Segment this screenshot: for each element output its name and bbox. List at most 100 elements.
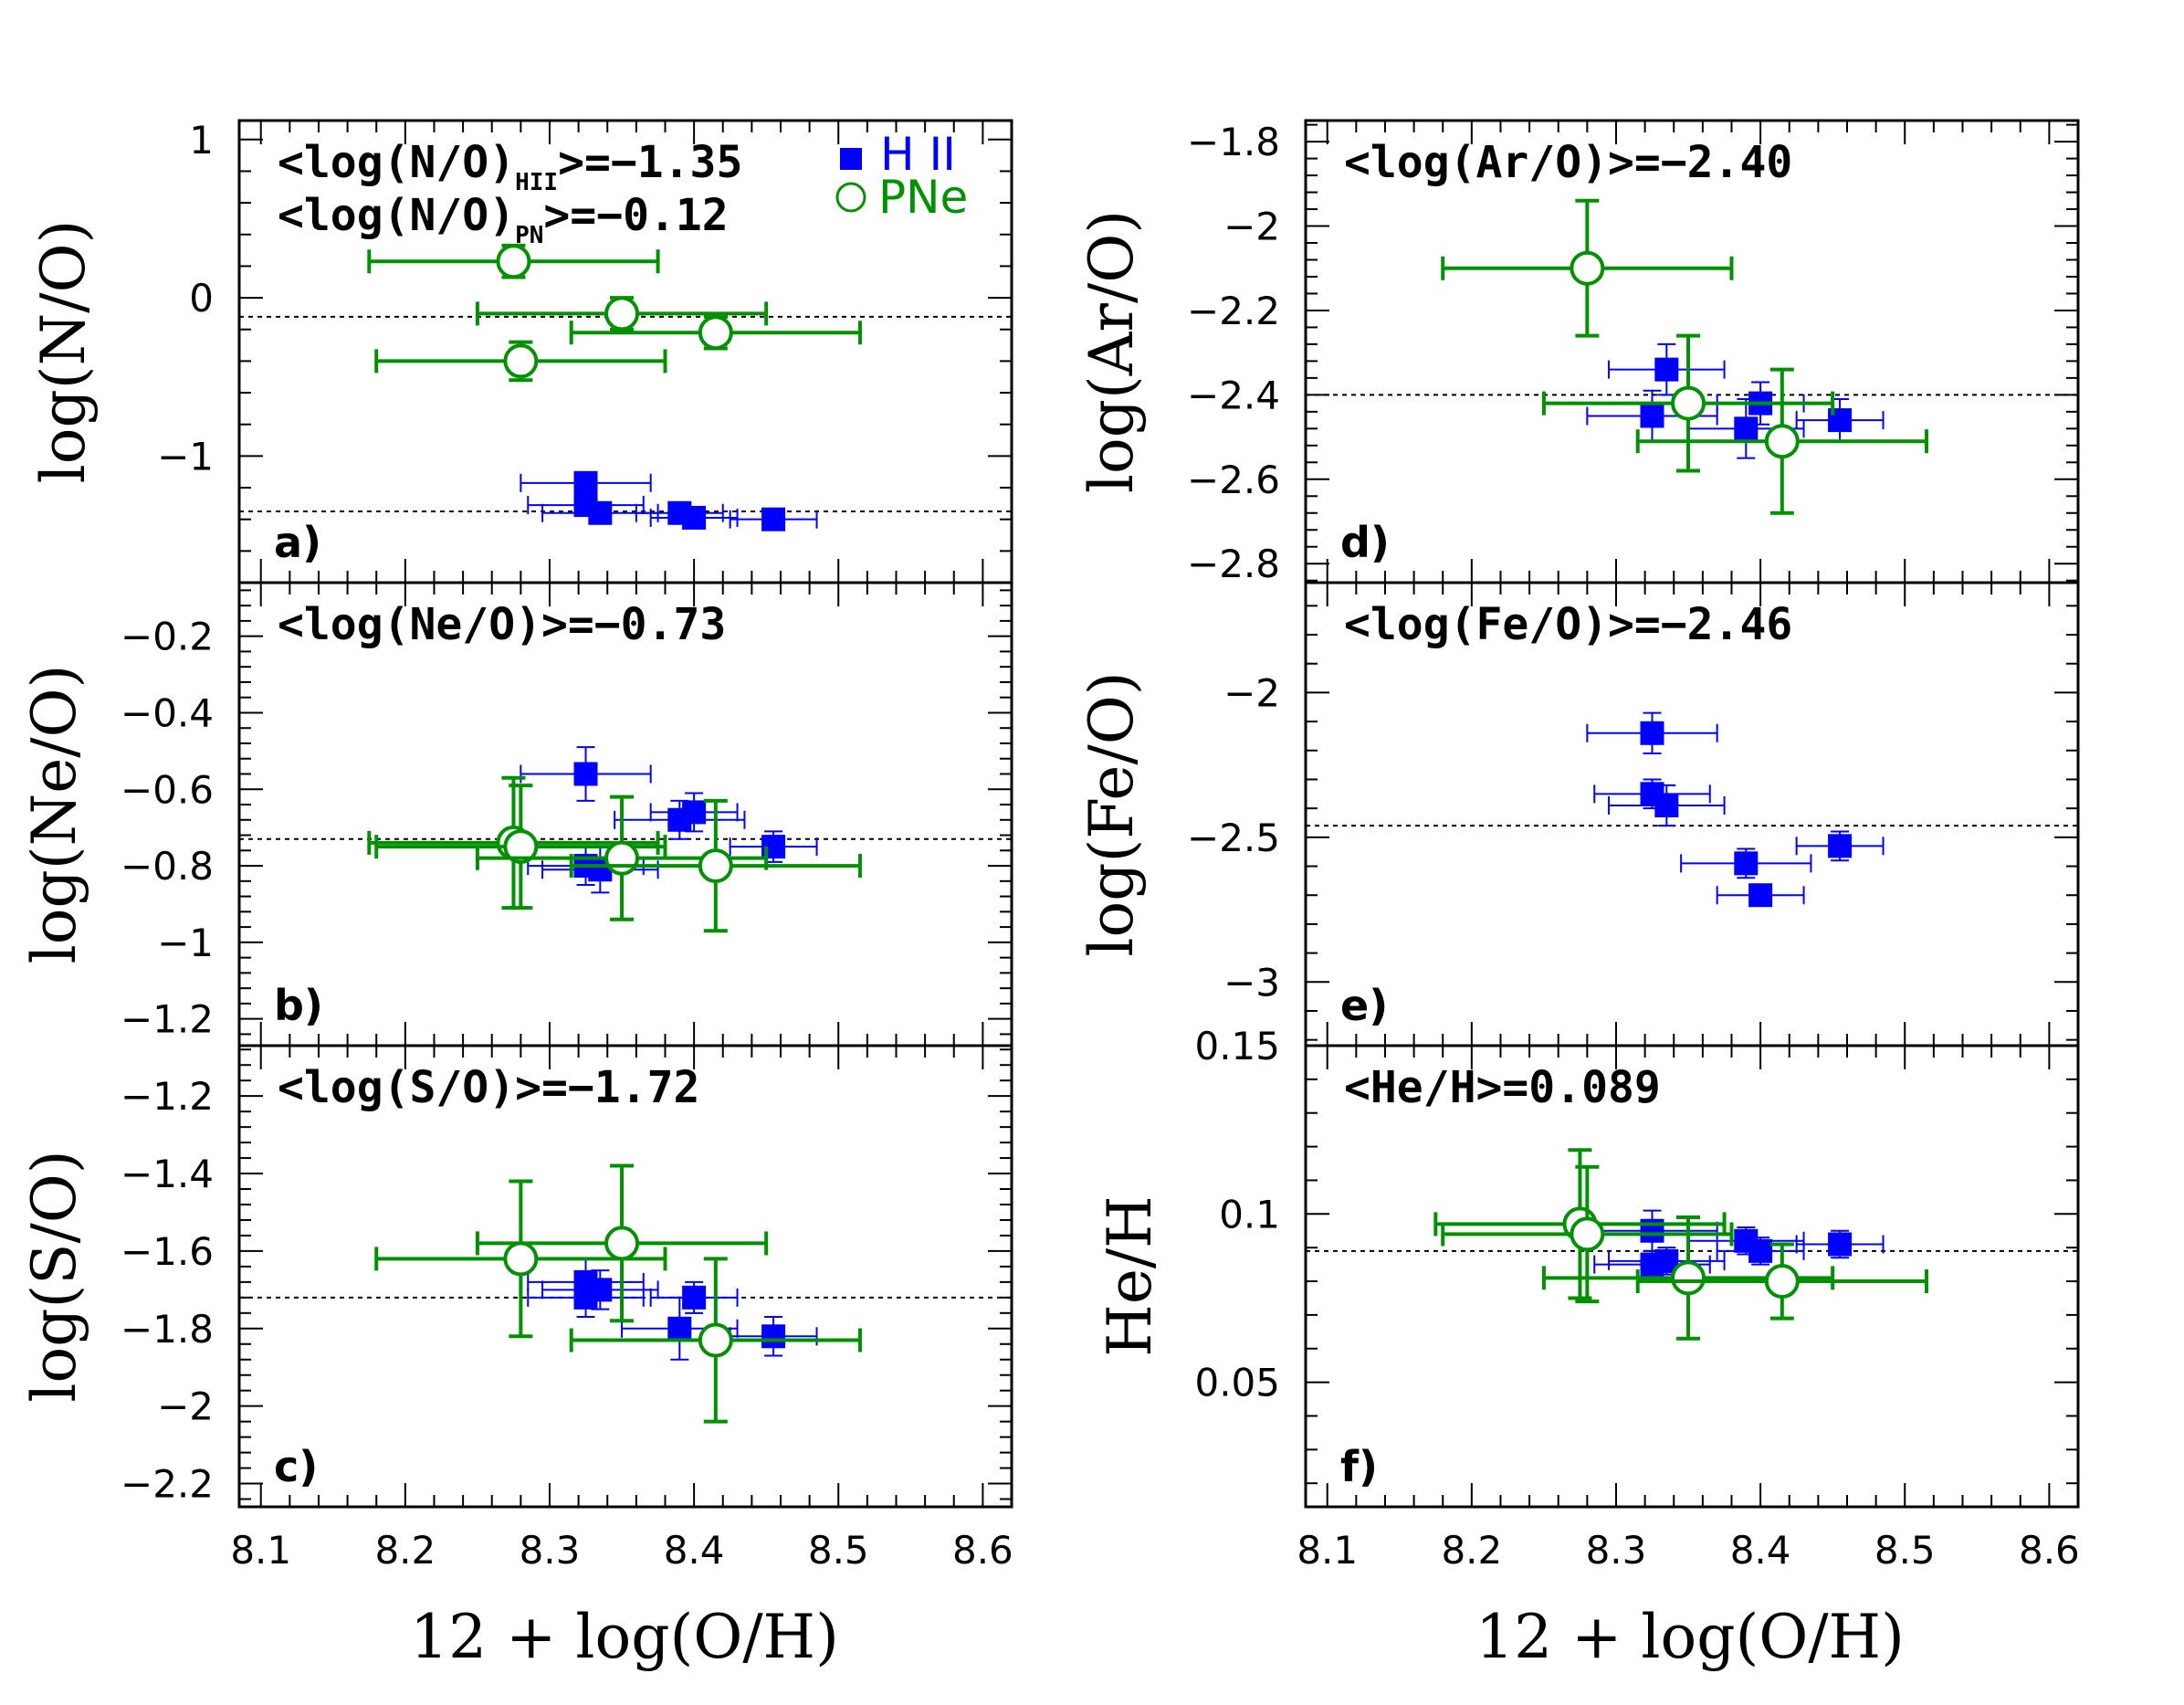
y-tick-label: −1.2 bbox=[121, 1074, 214, 1119]
hii-marker bbox=[1640, 404, 1664, 428]
series-hii bbox=[520, 746, 818, 894]
pne-marker bbox=[604, 1226, 640, 1261]
x-tick-label: 8.4 bbox=[1730, 1528, 1791, 1573]
series-hii bbox=[527, 1258, 818, 1361]
y-tick-label: 0 bbox=[189, 276, 214, 321]
y-tick-label: 0.15 bbox=[1194, 1024, 1280, 1068]
plot-frame bbox=[1304, 1044, 2080, 1509]
annotation-text: <log(S/O)>=−1.72 bbox=[278, 1062, 699, 1113]
column-right-frame: 12 + log(O/H) bbox=[1475, 1602, 1905, 1672]
data-point bbox=[1608, 1247, 1726, 1276]
series-hii bbox=[1586, 1209, 1885, 1279]
legend-pn-label: PNe bbox=[878, 171, 968, 224]
hii-marker bbox=[667, 1316, 692, 1341]
data-point bbox=[1593, 778, 1711, 810]
pne-marker bbox=[496, 244, 531, 279]
hii-marker bbox=[682, 505, 707, 530]
data-point bbox=[541, 846, 659, 894]
hii-marker bbox=[1734, 851, 1759, 876]
y-tick-label: −2.4 bbox=[1187, 373, 1280, 417]
x-ticks bbox=[259, 583, 1013, 1046]
data-point bbox=[1716, 1237, 1805, 1266]
panel-tag: a) bbox=[274, 518, 321, 567]
hii-marker bbox=[1640, 721, 1664, 745]
y-ticks bbox=[239, 138, 1012, 584]
hii-marker bbox=[1828, 1232, 1853, 1257]
data-point bbox=[1680, 847, 1812, 879]
x-ticks bbox=[259, 1046, 1013, 1507]
data-point bbox=[1687, 397, 1805, 459]
x-axis-title-right: 12 + log(O/H) bbox=[1475, 1602, 1905, 1672]
pne-marker bbox=[503, 1241, 539, 1277]
data-point bbox=[1441, 198, 1734, 338]
series-hii bbox=[1586, 711, 1885, 908]
series-pne bbox=[367, 775, 862, 933]
y-axis-title: log(S/O) bbox=[19, 1150, 89, 1402]
pne-marker bbox=[1570, 1216, 1605, 1252]
hii-marker bbox=[1748, 883, 1773, 908]
y-tick-label: −1.6 bbox=[121, 1229, 214, 1274]
x-tick-label: 8.5 bbox=[1874, 1528, 1936, 1573]
x-tick-label: 8.1 bbox=[1297, 1528, 1358, 1573]
data-point bbox=[1716, 883, 1805, 908]
y-axis-title: He/H bbox=[1095, 1195, 1165, 1356]
x-tick-label: 8.2 bbox=[374, 1528, 436, 1573]
series-pne bbox=[1433, 1148, 1928, 1341]
series-pne bbox=[1441, 198, 1928, 515]
y-tick-label: 0.1 bbox=[1219, 1192, 1280, 1237]
y-tick-label: −1.4 bbox=[121, 1152, 214, 1196]
x-tick-label: 8.3 bbox=[520, 1528, 581, 1573]
pne-marker bbox=[1671, 385, 1706, 421]
y-tick-label: −0.8 bbox=[121, 844, 214, 889]
annotation-text: <log(N/O)HII>=−1.35 bbox=[278, 137, 742, 196]
x-tick-label: 8.1 bbox=[230, 1528, 291, 1573]
legend-hii-marker bbox=[840, 148, 862, 170]
y-tick-label: −2.6 bbox=[1187, 458, 1280, 502]
panel-e: −2 −2.5 −3 log(Fe/O) <log(Fe/O)>=−2.46 e) bbox=[1076, 581, 2080, 1047]
data-point bbox=[1795, 397, 1885, 443]
x-tick-label: 8.4 bbox=[664, 1528, 725, 1573]
series-hii bbox=[520, 470, 818, 531]
legend-pn-marker bbox=[835, 182, 866, 213]
data-point bbox=[1795, 830, 1885, 862]
hii-marker bbox=[682, 800, 707, 825]
x-tick-label: 8.6 bbox=[2019, 1528, 2080, 1573]
y-ticks bbox=[1306, 1045, 2078, 1485]
column-left-frame: 12 + log(O/H) bbox=[410, 1602, 839, 1672]
y-tick-label: −1 bbox=[157, 921, 214, 965]
y-tick-label: 1 bbox=[189, 118, 214, 163]
data-point bbox=[367, 243, 660, 279]
annotation-text: <log(Fe/O)>=−2.46 bbox=[1344, 599, 1792, 650]
hii-marker bbox=[588, 500, 613, 525]
data-point bbox=[475, 296, 769, 332]
data-point bbox=[729, 507, 818, 531]
hii-marker bbox=[588, 1278, 613, 1302]
y-axis-title: log(Ar/O) bbox=[1076, 210, 1147, 493]
y-tick-label: 0.05 bbox=[1194, 1361, 1280, 1405]
data-point bbox=[614, 799, 746, 840]
y-tick-label: −2.8 bbox=[1187, 542, 1280, 586]
y-ticks bbox=[239, 1048, 1012, 1500]
panel-d: −1.8 −2 −2.2 −2.4 −2.6 −2.8 log(Ar/O) <log(Ar/O… bbox=[1076, 119, 2080, 586]
pne-marker bbox=[604, 296, 640, 332]
y-tick-label: −1.8 bbox=[1187, 120, 1280, 164]
data-point bbox=[1586, 1209, 1718, 1252]
panel-tag: f) bbox=[1340, 1442, 1378, 1491]
y-tick-label: −2.2 bbox=[1187, 289, 1280, 333]
y-tick-label: −0.4 bbox=[121, 690, 214, 735]
data-point bbox=[1608, 342, 1726, 396]
x-tick-label: 8.2 bbox=[1441, 1528, 1502, 1573]
hii-marker bbox=[761, 1324, 786, 1349]
y-tick-label: −2.2 bbox=[121, 1462, 214, 1507]
legend: H II PNe bbox=[835, 128, 968, 224]
panel-tag: b) bbox=[274, 981, 323, 1030]
data-point bbox=[541, 1269, 659, 1310]
plot-frame bbox=[1304, 119, 2080, 584]
y-tick-label: −1.8 bbox=[121, 1307, 214, 1352]
hii-marker bbox=[1828, 834, 1853, 858]
series-pne bbox=[367, 243, 862, 383]
y-tick-label: −0.6 bbox=[121, 767, 214, 812]
data-point bbox=[569, 314, 862, 351]
y-tick-label: −1 bbox=[157, 434, 214, 479]
